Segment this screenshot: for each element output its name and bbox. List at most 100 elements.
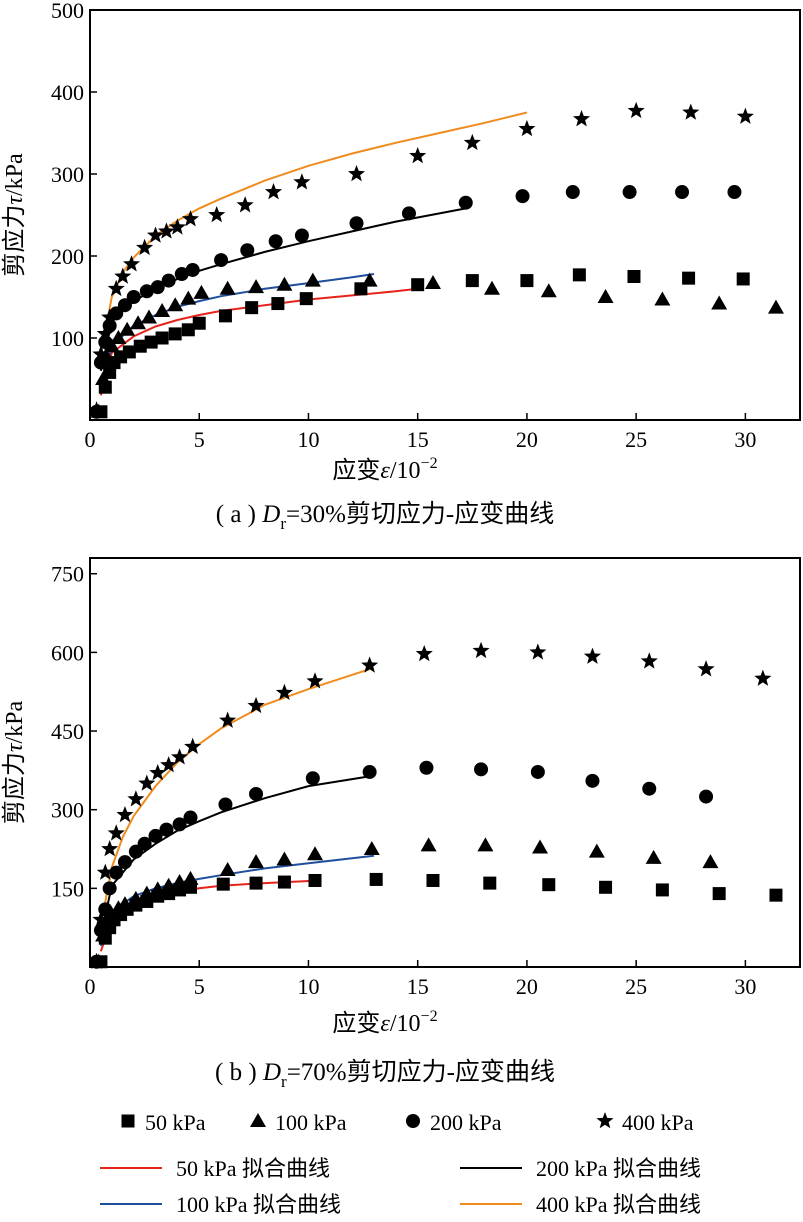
data-point-circle bbox=[294, 228, 309, 243]
data-point-triangle bbox=[248, 854, 265, 869]
data-point-star bbox=[92, 345, 110, 362]
legend-marker-item: 400 kPa bbox=[596, 1110, 694, 1135]
legend-marker-circle bbox=[406, 1114, 420, 1128]
data-point-square bbox=[155, 331, 169, 345]
data-point-star bbox=[583, 647, 602, 664]
data-point-square bbox=[682, 271, 696, 285]
data-point-star bbox=[96, 863, 114, 880]
data-point-circle bbox=[675, 185, 690, 200]
data-point-star bbox=[472, 641, 490, 659]
x-axis-title-exp: −2 bbox=[421, 1008, 438, 1025]
y-tick-label: 300 bbox=[51, 162, 84, 187]
x-axis-title: 应变ε/10−2 bbox=[332, 1008, 437, 1037]
y-axis-title-var: τ bbox=[2, 195, 28, 205]
data-point-star bbox=[136, 238, 154, 256]
data-point-circle bbox=[565, 185, 580, 200]
data-point-triangle bbox=[363, 841, 380, 856]
data-point-triangle bbox=[116, 896, 133, 911]
data-point-square bbox=[369, 872, 383, 886]
data-point-circle bbox=[93, 923, 108, 938]
legend-line-item: 400 kPa 拟合曲线 bbox=[460, 1192, 701, 1217]
chart-caption: ( b ) Dr=70%剪切应力-应变曲线 bbox=[215, 1058, 555, 1091]
data-point-star bbox=[306, 672, 324, 689]
series-50-kpa bbox=[94, 872, 783, 969]
data-point-square bbox=[299, 292, 313, 306]
data-point-triangle bbox=[167, 297, 184, 312]
y-tick-label: 100 bbox=[51, 326, 84, 351]
y-axis-title-text: 剪应力 bbox=[1, 205, 28, 277]
data-point-square bbox=[483, 876, 497, 890]
data-point-star bbox=[347, 165, 366, 182]
data-point-star bbox=[90, 401, 106, 418]
chart-panel-a: 0 5 10 15 20 25 30100200300400500应变ε/10−2剪应力τ/… bbox=[1, 0, 801, 533]
data-point-square bbox=[277, 875, 291, 889]
y-tick-label: 600 bbox=[51, 640, 84, 665]
data-point-triangle bbox=[110, 900, 127, 915]
data-point-triangle bbox=[130, 315, 147, 330]
x-tick-label: 25 bbox=[625, 974, 647, 999]
data-point-star bbox=[92, 910, 110, 928]
y-tick-label: 450 bbox=[51, 719, 84, 744]
legend-marker-label: 200 kPa bbox=[430, 1110, 502, 1135]
data-point-star bbox=[572, 110, 591, 127]
x-tick-label: 20 bbox=[516, 427, 538, 452]
data-point-square bbox=[655, 883, 669, 897]
y-tick-label: 750 bbox=[51, 562, 84, 587]
data-point-circle bbox=[126, 290, 141, 304]
data-point-star bbox=[293, 173, 311, 190]
data-point-star bbox=[107, 824, 125, 841]
y-tick-label: 150 bbox=[51, 876, 84, 901]
caption-sub: r bbox=[281, 1072, 287, 1091]
x-tick-label: 10 bbox=[297, 974, 319, 999]
data-point-star bbox=[101, 308, 119, 325]
data-point-star bbox=[138, 774, 156, 791]
x-axis-title-var: ε bbox=[380, 1011, 390, 1037]
data-point-triangle bbox=[588, 843, 605, 858]
legend-line-label: 400 kPa 拟合曲线 bbox=[536, 1192, 701, 1217]
data-point-square bbox=[736, 272, 750, 286]
data-point-circle bbox=[109, 865, 124, 880]
data-point-star bbox=[529, 643, 547, 660]
data-point-circle bbox=[98, 902, 113, 917]
x-tick-label: 15 bbox=[407, 974, 429, 999]
data-point-square bbox=[271, 297, 285, 311]
y-tick-label: 400 bbox=[51, 80, 84, 105]
data-point-circle bbox=[249, 786, 264, 801]
data-point-triangle bbox=[304, 272, 321, 287]
y-axis-title: 剪应力τ/kPa bbox=[1, 153, 28, 277]
data-point-square bbox=[426, 873, 440, 887]
chart-caption: ( a ) Dr=30%剪切应力-应变曲线 bbox=[216, 500, 555, 533]
legend-marker-item: 100 kPa bbox=[250, 1110, 347, 1135]
data-point-triangle bbox=[103, 338, 120, 353]
data-point-star bbox=[146, 226, 165, 243]
data-point-triangle bbox=[276, 851, 293, 866]
data-point-circle bbox=[362, 764, 377, 779]
data-point-star bbox=[168, 218, 186, 235]
data-point-triangle bbox=[307, 846, 324, 861]
series-100-kpa bbox=[90, 837, 719, 968]
x-axis-title-unit: /10 bbox=[390, 458, 421, 484]
data-point-triangle bbox=[154, 302, 171, 317]
series-400-kpa bbox=[90, 641, 772, 970]
data-point-circle bbox=[622, 185, 637, 200]
legend-marker-label: 50 kPa bbox=[145, 1110, 206, 1135]
data-point-triangle bbox=[140, 309, 157, 324]
plot-frame bbox=[89, 9, 801, 421]
data-point-circle bbox=[139, 284, 154, 299]
data-point-circle bbox=[102, 881, 117, 896]
x-tick-label: 20 bbox=[516, 974, 538, 999]
data-point-circle bbox=[515, 189, 530, 204]
data-point-triangle bbox=[127, 890, 144, 905]
x-axis-title-unit: /10 bbox=[390, 1011, 421, 1037]
caption-sub: r bbox=[280, 514, 286, 533]
data-point-square bbox=[542, 878, 556, 892]
data-point-triangle bbox=[119, 321, 136, 336]
data-point-triangle bbox=[420, 837, 437, 852]
x-tick-label: 0 bbox=[85, 974, 96, 999]
data-point-star bbox=[181, 210, 200, 227]
data-point-square bbox=[245, 301, 259, 315]
data-point-circle bbox=[150, 280, 165, 295]
chart-panel-b: 0 5 10 15 20 25 30150300450600750应变ε/10−2剪应力τ/… bbox=[1, 557, 801, 1091]
data-point-star bbox=[149, 763, 167, 781]
